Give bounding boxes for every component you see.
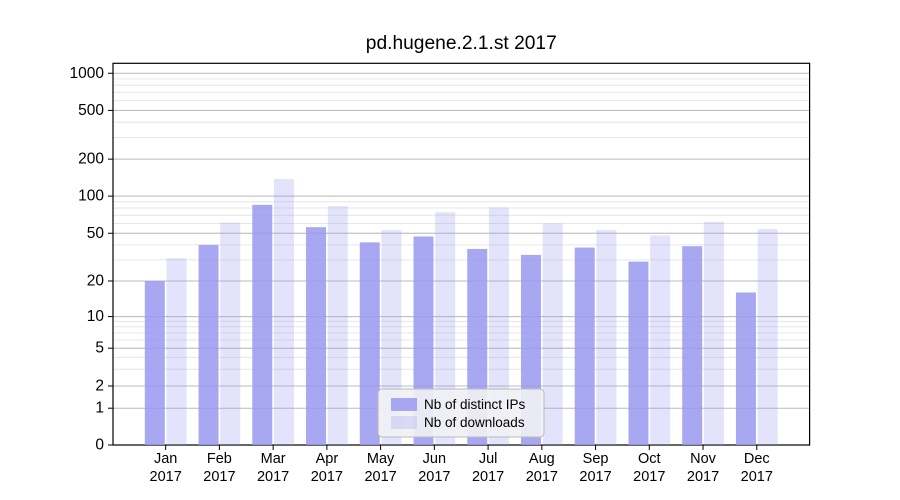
svg-text:Nb of downloads: Nb of downloads: [424, 415, 525, 430]
svg-text:Mar: Mar: [261, 451, 286, 467]
svg-text:0: 0: [95, 437, 104, 454]
svg-text:2017: 2017: [687, 469, 719, 485]
svg-text:Nov: Nov: [690, 451, 717, 467]
svg-text:1000: 1000: [70, 65, 105, 82]
svg-text:Apr: Apr: [316, 451, 339, 467]
svg-text:20: 20: [87, 273, 105, 290]
svg-text:2017: 2017: [203, 469, 235, 485]
svg-text:Jul: Jul: [479, 451, 498, 467]
svg-text:2: 2: [95, 378, 104, 395]
svg-text:10: 10: [87, 308, 105, 325]
svg-text:500: 500: [78, 102, 104, 119]
svg-text:2017: 2017: [311, 469, 343, 485]
svg-text:Sep: Sep: [583, 451, 609, 467]
svg-text:2017: 2017: [579, 469, 611, 485]
svg-text:Jun: Jun: [423, 451, 446, 467]
svg-text:5: 5: [95, 340, 104, 357]
svg-text:Feb: Feb: [207, 451, 232, 467]
svg-text:Dec: Dec: [744, 451, 770, 467]
svg-text:2017: 2017: [633, 469, 665, 485]
svg-text:2017: 2017: [526, 469, 558, 485]
svg-text:Jan: Jan: [154, 451, 177, 467]
svg-text:1: 1: [95, 400, 104, 417]
svg-text:May: May: [367, 451, 395, 467]
svg-text:100: 100: [78, 188, 104, 205]
svg-text:Oct: Oct: [638, 451, 661, 467]
svg-text:2017: 2017: [150, 469, 182, 485]
svg-text:50: 50: [87, 225, 105, 242]
svg-text:2017: 2017: [472, 469, 504, 485]
svg-text:200: 200: [78, 151, 104, 168]
svg-text:2017: 2017: [741, 469, 773, 485]
svg-text:2017: 2017: [364, 469, 396, 485]
svg-text:Aug: Aug: [529, 451, 555, 467]
svg-text:2017: 2017: [418, 469, 450, 485]
svg-text:2017: 2017: [257, 469, 289, 485]
svg-text:Nb of distinct IPs: Nb of distinct IPs: [424, 397, 526, 412]
